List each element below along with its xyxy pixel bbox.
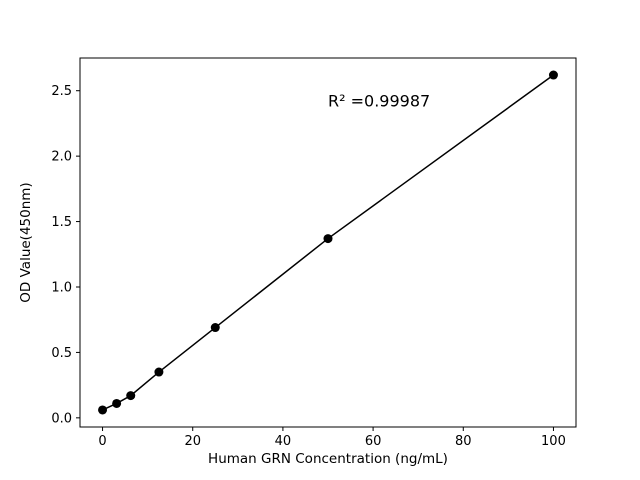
x-axis-tick-label: 100 [541, 434, 566, 449]
x-axis-tick-label: 0 [98, 434, 106, 449]
y-axis-tick-label: 1.5 [51, 215, 72, 230]
r-squared-annotation: R² =0.99987 [328, 91, 430, 110]
data-point [548, 70, 558, 80]
data-point [126, 391, 136, 401]
data-point [98, 405, 108, 415]
plot-border [79, 57, 577, 428]
x-axis-tick-label: 20 [184, 434, 201, 449]
data-point [154, 367, 164, 377]
x-axis-tick-label: 80 [455, 434, 472, 449]
y-axis-tick-label: 2.0 [51, 150, 72, 165]
data-point [323, 234, 333, 244]
data-point [210, 323, 220, 333]
y-axis-tick-label: 0.5 [51, 346, 72, 361]
data-point [112, 398, 122, 408]
y-axis-tick-label: 2.5 [51, 84, 72, 99]
y-axis-label: OD Value(450nm) [18, 182, 34, 302]
x-axis-tick-label: 40 [275, 434, 292, 449]
x-axis-label: Human GRN Concentration (ng/mL) [208, 451, 448, 467]
y-axis-tick-label: 0.0 [51, 411, 72, 426]
x-axis-tick-label: 60 [365, 434, 382, 449]
y-axis-tick-label: 1.0 [51, 280, 72, 295]
